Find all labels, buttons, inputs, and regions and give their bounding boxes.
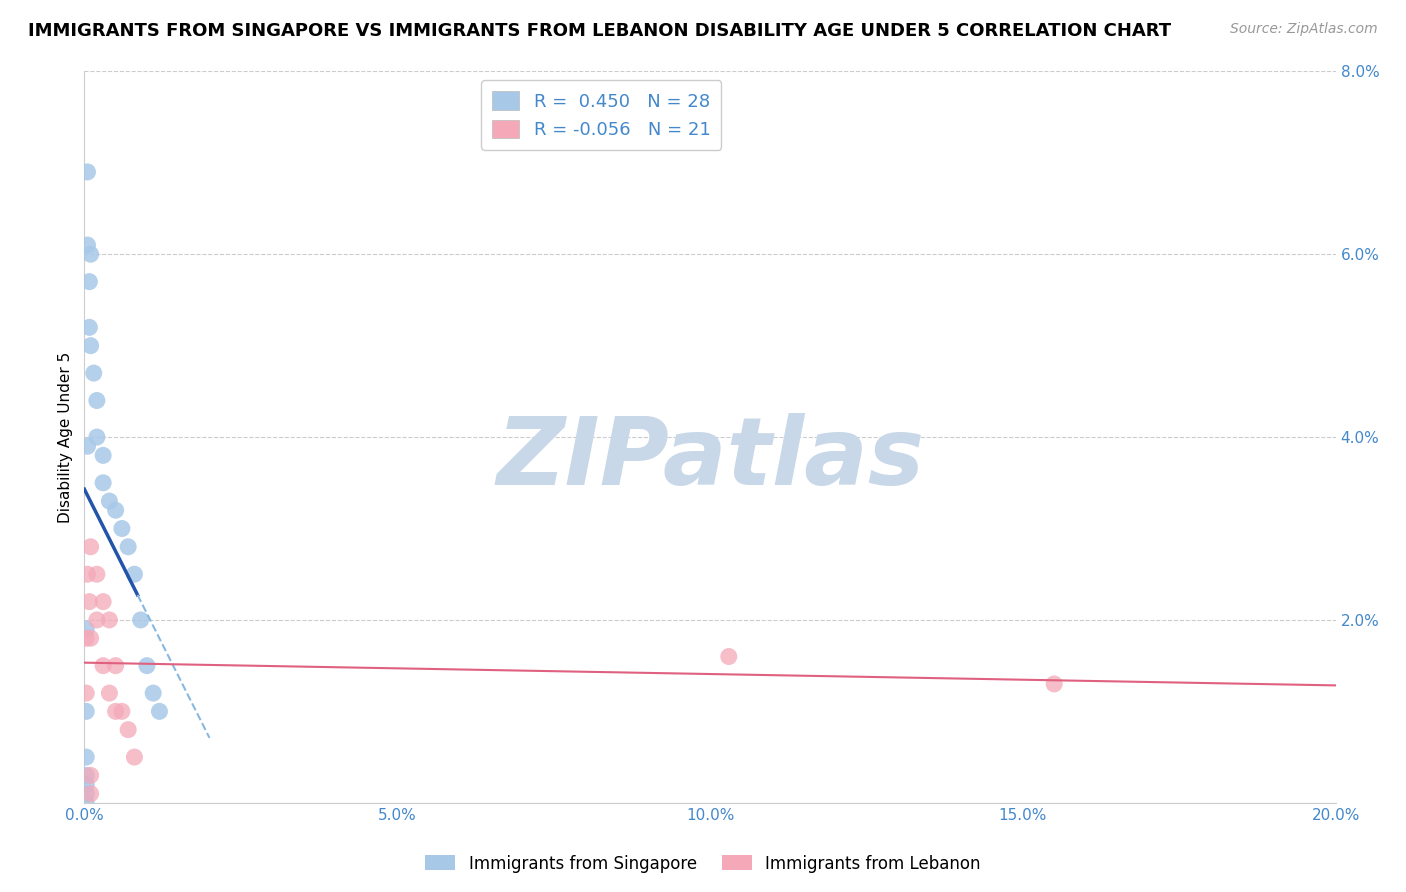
Point [76, 165, 98, 179]
Text: IMMIGRANTS FROM SINGAPORE VS IMMIGRANTS FROM LEBANON DISABILITY AGE UNDER 5 CORR: IMMIGRANTS FROM SINGAPORE VS IMMIGRANTS … [28, 22, 1171, 40]
Point [79, 320, 101, 334]
Point [79, 768, 101, 782]
Point [129, 613, 152, 627]
Point [91, 658, 114, 673]
Point [86, 613, 108, 627]
Point [117, 540, 139, 554]
Point [75, 768, 97, 782]
Point [79, 275, 101, 289]
Point [142, 686, 165, 700]
Point [111, 705, 134, 719]
Text: ZIPatlas: ZIPatlas [496, 413, 924, 505]
Point [1043, 677, 1066, 691]
Point [79, 540, 101, 554]
Point [76, 439, 98, 453]
Point [91, 475, 114, 490]
Point [104, 658, 127, 673]
Point [75, 750, 97, 764]
Point [79, 632, 101, 646]
Point [86, 567, 108, 582]
Point [86, 430, 108, 444]
Point [79, 787, 101, 801]
Point [79, 247, 101, 261]
Point [136, 658, 159, 673]
Point [91, 449, 114, 463]
Point [98, 494, 121, 508]
Legend: Immigrants from Singapore, Immigrants from Lebanon: Immigrants from Singapore, Immigrants fr… [419, 848, 987, 880]
Point [76, 238, 98, 252]
Point [86, 393, 108, 408]
Point [83, 366, 105, 380]
Point [79, 338, 101, 352]
Point [124, 750, 146, 764]
Point [91, 595, 114, 609]
Point [148, 705, 170, 719]
Point [75, 686, 97, 700]
Point [75, 778, 97, 792]
Point [98, 686, 121, 700]
Text: Source: ZipAtlas.com: Source: ZipAtlas.com [1230, 22, 1378, 37]
Point [79, 595, 101, 609]
Y-axis label: Disability Age Under 5: Disability Age Under 5 [58, 351, 73, 523]
Point [75, 796, 97, 810]
Point [75, 622, 97, 636]
Legend: R =  0.450   N = 28, R = -0.056   N = 21: R = 0.450 N = 28, R = -0.056 N = 21 [481, 80, 721, 150]
Point [111, 521, 134, 535]
Point [117, 723, 139, 737]
Point [75, 705, 97, 719]
Point [75, 632, 97, 646]
Point [717, 649, 740, 664]
Point [98, 613, 121, 627]
Point [75, 787, 97, 801]
Point [104, 705, 127, 719]
Point [104, 503, 127, 517]
Point [76, 567, 98, 582]
Point [124, 567, 146, 582]
